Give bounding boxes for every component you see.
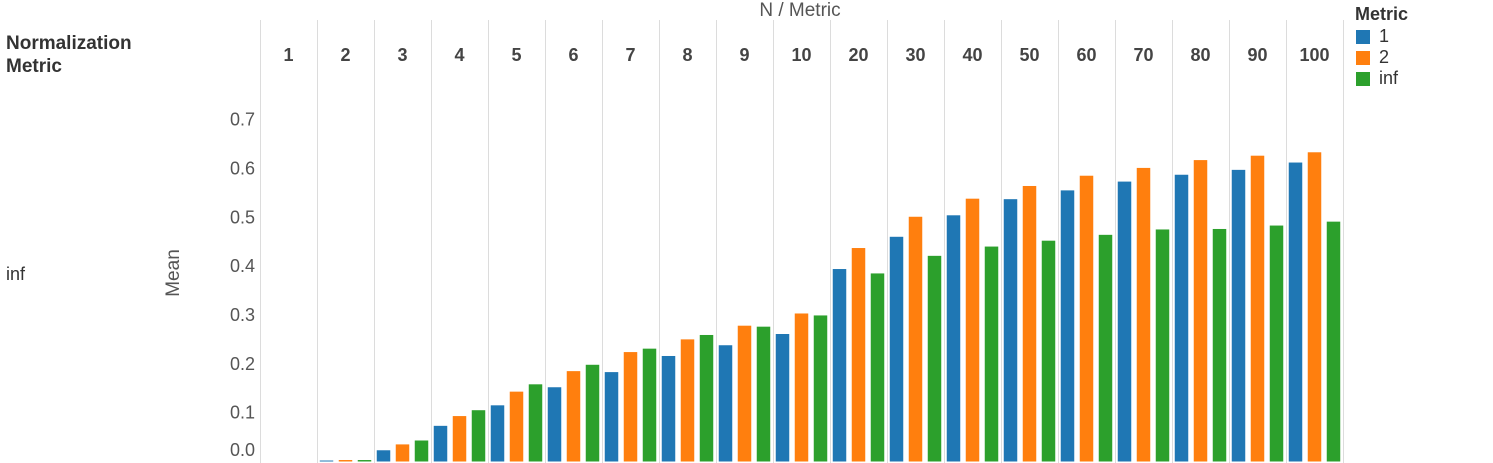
bar-90-metric-inf	[1269, 225, 1284, 462]
legend-label-inf: inf	[1379, 68, 1399, 88]
bar-30-metric-inf	[927, 255, 942, 462]
bar-90-metric-2	[1250, 155, 1265, 462]
bar-3-metric-2	[395, 444, 410, 462]
bar-2-metric-inf	[357, 460, 372, 462]
row-dimension-header: Normalization Metric	[6, 33, 132, 77]
legend-item-inf[interactable]: inf	[1355, 68, 1408, 89]
legend: Metric 1 2 inf	[1355, 4, 1408, 89]
column-label-1: 1	[283, 45, 293, 65]
bar-30-metric-1	[889, 236, 904, 462]
column-dimension-title: N / Metric	[759, 0, 841, 21]
y-tick-label: 0.4	[230, 256, 255, 276]
column-label-9: 9	[739, 45, 749, 65]
y-tick-label: 0.5	[230, 207, 255, 227]
bar-2-metric-2	[338, 460, 353, 462]
legend-label-2: 2	[1379, 47, 1390, 67]
column-label-2: 2	[340, 45, 350, 65]
bar-100-metric-2	[1307, 152, 1322, 462]
column-label-6: 6	[568, 45, 578, 65]
y-tick-label: 0.7	[230, 110, 255, 130]
column-label-3: 3	[397, 45, 407, 65]
bar-30-metric-2	[908, 216, 923, 462]
bar-80-metric-2	[1193, 160, 1208, 462]
column-label-5: 5	[511, 45, 521, 65]
legend-item-2[interactable]: 2	[1355, 47, 1408, 68]
y-tick-label: 0.6	[230, 158, 255, 178]
column-label-90: 90	[1247, 45, 1267, 65]
bar-9-metric-1	[718, 345, 733, 462]
bar-80-metric-inf	[1212, 228, 1227, 462]
y-tick-label: 0.0	[230, 440, 255, 460]
bar-8-metric-inf	[699, 334, 714, 462]
column-label-7: 7	[625, 45, 635, 65]
column-label-100: 100	[1299, 45, 1329, 65]
bar-20-metric-inf	[870, 273, 885, 462]
bar-40-metric-1	[946, 215, 961, 462]
bar-2-metric-1	[319, 460, 334, 462]
bar-8-metric-1	[661, 355, 676, 462]
bar-3-metric-1	[376, 450, 391, 462]
row-dimension-value: inf	[6, 264, 26, 284]
column-label-50: 50	[1019, 45, 1039, 65]
bar-90-metric-1	[1231, 169, 1246, 462]
bar-70-metric-inf	[1155, 229, 1170, 462]
bar-40-metric-2	[965, 198, 980, 462]
y-tick-label: 0.2	[230, 354, 255, 374]
bar-40-metric-inf	[984, 246, 999, 462]
column-label-80: 80	[1190, 45, 1210, 65]
column-label-4: 4	[454, 45, 464, 65]
column-label-20: 20	[848, 45, 868, 65]
bar-70-metric-1	[1117, 181, 1132, 462]
bar-20-metric-1	[832, 269, 847, 462]
bar-7-metric-inf	[642, 348, 657, 462]
bar-60-metric-2	[1079, 175, 1094, 462]
bar-4-metric-1	[433, 425, 448, 462]
bar-6-metric-1	[547, 387, 562, 462]
bar-6-metric-inf	[585, 364, 600, 462]
column-label-40: 40	[962, 45, 982, 65]
column-label-60: 60	[1076, 45, 1096, 65]
bar-10-metric-2	[794, 313, 809, 462]
column-label-8: 8	[682, 45, 692, 65]
bar-100-metric-1	[1288, 162, 1303, 462]
legend-swatch-2	[1356, 50, 1370, 65]
legend-title: Metric	[1355, 4, 1409, 24]
bar-9-metric-inf	[756, 326, 771, 462]
column-label-70: 70	[1133, 45, 1153, 65]
bar-4-metric-inf	[471, 410, 486, 462]
bar-20-metric-2	[851, 248, 866, 462]
bar-10-metric-inf	[813, 315, 828, 462]
bar-7-metric-2	[623, 352, 638, 462]
bar-80-metric-1	[1174, 174, 1189, 462]
y-tick-label: 0.1	[230, 403, 255, 423]
bar-9-metric-2	[737, 325, 752, 462]
legend-swatch-inf	[1356, 71, 1370, 86]
bar-50-metric-inf	[1041, 240, 1056, 462]
bar-4-metric-2	[452, 416, 467, 462]
column-label-10: 10	[791, 45, 811, 65]
bar-5-metric-2	[509, 391, 524, 462]
bar-60-metric-1	[1060, 190, 1075, 462]
bar-60-metric-inf	[1098, 234, 1113, 462]
bar-6-metric-2	[566, 371, 581, 462]
y-tick-label: 0.3	[230, 305, 255, 325]
column-label-30: 30	[905, 45, 925, 65]
bar-50-metric-1	[1003, 199, 1018, 462]
bar-5-metric-inf	[528, 384, 543, 462]
bar-3-metric-inf	[414, 440, 429, 462]
bar-50-metric-2	[1022, 185, 1037, 462]
bar-5-metric-1	[490, 405, 505, 462]
legend-swatch-1	[1356, 29, 1370, 44]
legend-item-1[interactable]: 1	[1355, 26, 1408, 47]
bar-8-metric-2	[680, 339, 695, 462]
bar-70-metric-2	[1136, 167, 1151, 462]
bar-10-metric-1	[775, 334, 790, 462]
y-axis-title: Mean	[163, 249, 184, 297]
bar-7-metric-1	[604, 372, 619, 462]
legend-label-1: 1	[1379, 26, 1390, 46]
bar-100-metric-inf	[1326, 221, 1341, 462]
